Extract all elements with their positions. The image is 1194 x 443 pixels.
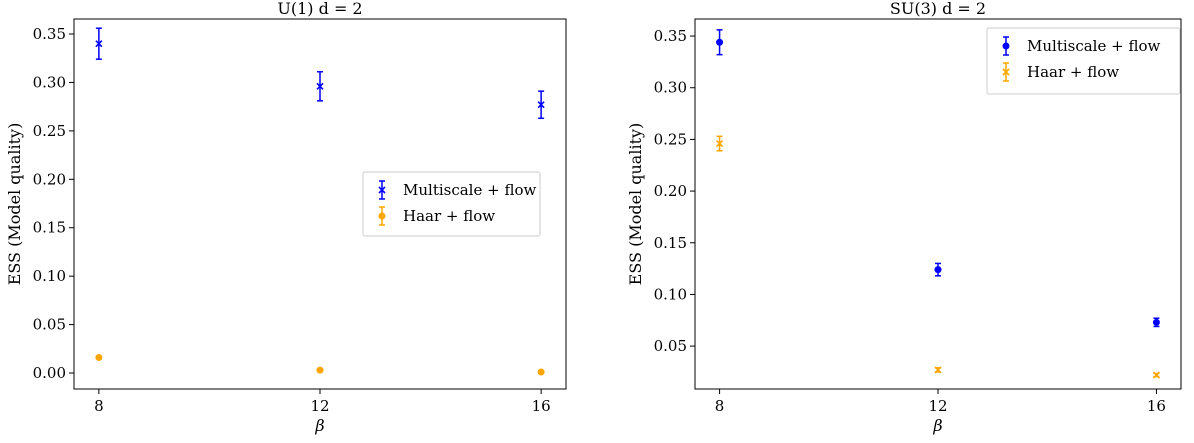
data-point — [537, 368, 545, 376]
y-tick-label: 0.20 — [654, 182, 687, 200]
x-tick-label: 8 — [715, 397, 725, 415]
legend-label: Multiscale + flow — [1027, 37, 1160, 55]
y-tick-label: 0.25 — [33, 122, 66, 140]
y-tick-label: 0.35 — [33, 25, 66, 43]
x-tick-label: 16 — [532, 397, 551, 415]
x-tick-label: 8 — [94, 397, 104, 415]
y-tick-label: 0.30 — [33, 73, 66, 91]
legend-marker — [378, 186, 386, 194]
x-tick-label: 12 — [310, 397, 329, 415]
y-tick-label: 0.10 — [33, 267, 66, 285]
series-1 — [716, 29, 1160, 328]
y-tick-label: 0.10 — [654, 285, 687, 303]
data-point — [316, 82, 324, 90]
legend-marker — [1002, 42, 1010, 50]
data-point — [934, 266, 942, 274]
series-2 — [716, 135, 1160, 379]
x-tick-label: 16 — [1147, 397, 1166, 415]
x-axis-label: β — [314, 416, 324, 435]
legend-marker — [1002, 68, 1010, 76]
legend: Multiscale + flow Haar + flow — [362, 171, 541, 237]
y-tick-label: 0.05 — [33, 316, 66, 334]
chart-panel-1: 0.00 0.05 0.10 0.15 0.20 0.25 0.30 0.35 8 12 16 U(1… — [5, 0, 567, 435]
y-axis-label: ESS (Model quality) — [626, 123, 645, 286]
x-tick-label: 12 — [928, 397, 947, 415]
legend-label: Multiscale + flow — [403, 181, 536, 199]
y-tick-label: 0.35 — [654, 27, 687, 45]
series-2 — [95, 354, 545, 376]
y-axis-label: ESS (Model quality) — [5, 123, 24, 286]
y-tick-label: 0.30 — [654, 79, 687, 97]
x-axis-label: β — [932, 416, 942, 435]
legend-label: Haar + flow — [1027, 63, 1119, 81]
y-tick-label: 0.00 — [33, 364, 66, 382]
legend: Multiscale + flow Haar + flow — [986, 27, 1181, 95]
legend-marker — [378, 212, 386, 220]
y-tick-label: 0.05 — [654, 337, 687, 355]
data-point — [95, 354, 103, 362]
data-point — [716, 38, 724, 46]
y-tick-label: 0.15 — [33, 219, 66, 237]
data-point — [716, 139, 724, 148]
chart-panel-2: 0.05 0.10 0.15 0.20 0.25 0.30 0.35 8 12 16 SU(3) d… — [626, 0, 1182, 435]
y-tick-label: 0.15 — [654, 234, 687, 252]
data-point — [95, 40, 103, 48]
y-tick-label: 0.20 — [33, 170, 66, 188]
data-point — [1152, 371, 1160, 379]
y-tick-label: 0.25 — [654, 130, 687, 148]
chart-title: U(1) d = 2 — [277, 0, 362, 18]
chart-title: SU(3) d = 2 — [890, 0, 986, 18]
legend-label: Haar + flow — [403, 207, 495, 225]
data-point — [537, 101, 545, 109]
legend-box — [362, 171, 541, 237]
series-1 — [95, 27, 545, 120]
data-point — [934, 366, 942, 374]
data-point — [1152, 318, 1160, 326]
data-point — [316, 366, 324, 374]
legend-box — [986, 27, 1181, 95]
